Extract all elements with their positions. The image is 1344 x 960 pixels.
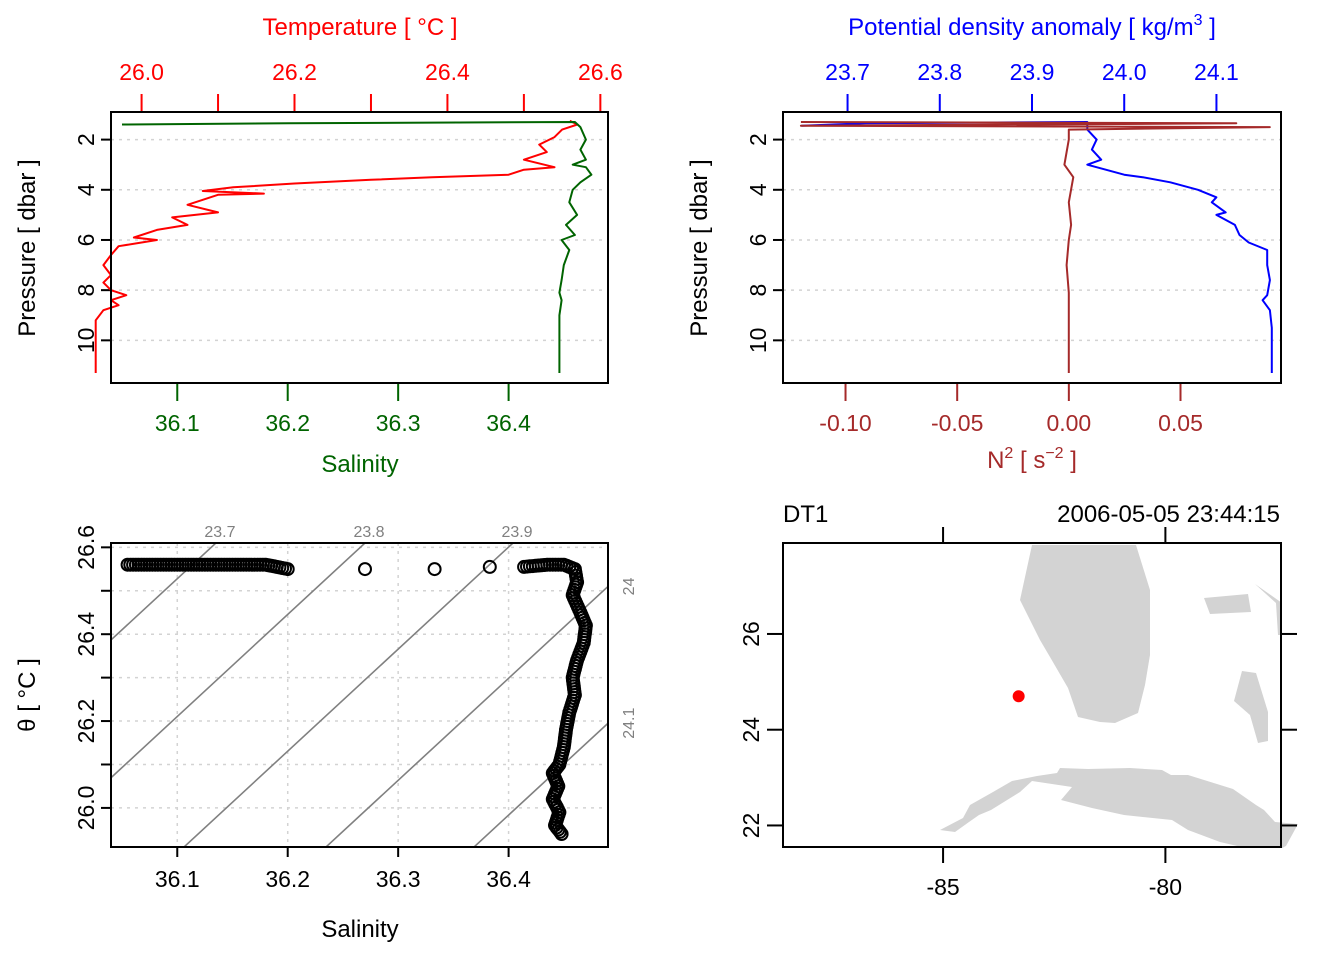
left-tick-label: 2: [73, 133, 99, 146]
x-tick-label: -85: [926, 874, 959, 900]
y-axis-title: θ [ °C ]: [14, 658, 41, 732]
bottom-tick-label: -0.10: [819, 410, 871, 436]
land-cuba: [940, 768, 1298, 848]
series-lines: [799, 121, 1273, 373]
plot-frame: [110, 111, 609, 384]
axis-ticks: 36.1 36.2 36.3 36.4 26.0 26.2 26.4 26.6: [73, 525, 531, 892]
isopycnal-label: 23.9: [501, 524, 532, 541]
left-tick-label: 6: [73, 234, 99, 247]
bottom-tick-label: 36.2: [265, 410, 310, 436]
bottom-tick-label: -0.05: [931, 410, 983, 436]
x-tick-label: 36.3: [376, 866, 421, 892]
x-tick-label: 36.4: [486, 866, 531, 892]
left-tick-label: 8: [745, 284, 771, 297]
series-line-n2: [799, 121, 1271, 373]
grid: [783, 138, 1281, 342]
isopycnal-line: [111, 543, 367, 779]
y-tick-label: 26.6: [73, 525, 99, 570]
ts-point: [427, 562, 442, 577]
axis-ticks: -85 -80 22 24 26: [738, 527, 1297, 900]
series-line-potential-density-anomaly: [801, 121, 1273, 373]
top-tick-label: 24.0: [1102, 59, 1147, 85]
series-line-temperature: [94, 119, 579, 373]
y-tick-label: 22: [738, 813, 764, 839]
bottom-tick-label: 36.4: [486, 410, 531, 436]
ts-point: [554, 827, 569, 841]
isopycnal-label: 24.1: [621, 708, 638, 739]
land-bahamas-east: [1255, 584, 1282, 635]
top-tick-label: 26.6: [578, 59, 623, 85]
axis-ticks: 2 4 6 8 10 26.0 26.2 26.4 26.6 36.1 36.2 36.3 36.4: [73, 59, 623, 436]
land-florida: [1020, 545, 1150, 723]
land-bahamas-north: [1204, 594, 1251, 614]
isopycnal-line: [182, 543, 515, 847]
station-time: 2006-05-05 23:44:15: [1057, 501, 1280, 528]
temperature-salinity-profile-panel: Temperature [ °C ] Salinity Pressure [ d…: [14, 14, 623, 478]
top-tick-label: 26.4: [425, 59, 470, 85]
plot-frame: [782, 111, 1282, 384]
x-axis-title: Salinity: [321, 916, 398, 943]
grid: [111, 138, 608, 342]
y-tick-label: 26.4: [73, 612, 99, 657]
top-axis-title: Temperature [ °C ]: [263, 14, 458, 41]
station-marker[interactable]: [1012, 690, 1025, 703]
top-tick-label: 23.8: [917, 59, 962, 85]
y-tick-label: 26: [738, 621, 764, 647]
isopycnal-line: [324, 585, 608, 847]
series-lines: [94, 119, 593, 373]
grid: [111, 543, 608, 847]
top-tick-label: 26.2: [272, 59, 317, 85]
y-tick-label: 26.0: [73, 786, 99, 831]
left-tick-label: 4: [73, 183, 99, 196]
left-tick-label: 6: [745, 234, 771, 247]
isopycnal-lines: 23.7 23.8 23.9 24 24.1: [111, 524, 638, 847]
x-tick-label: 36.1: [155, 866, 200, 892]
left-tick-label: 10: [745, 328, 771, 354]
left-axis-title: Pressure [ dbar ]: [14, 159, 41, 336]
map-frame: [782, 542, 1282, 848]
station-map-panel: DT1 2006-05-05 23:44:15 -85 -80 22 24 26: [738, 501, 1298, 900]
top-tick-label: 23.9: [1010, 59, 1055, 85]
isopycnal-label: 23.7: [204, 524, 235, 541]
top-axis-title: Potential density anomaly [ kg/m3 ]: [848, 12, 1216, 41]
bottom-tick-label: 0.05: [1158, 410, 1203, 436]
top-tick-label: 24.1: [1194, 59, 1239, 85]
isopycnal-label: 23.8: [353, 524, 384, 541]
ts-point: [280, 562, 295, 577]
y-tick-label: 26.2: [73, 699, 99, 744]
isopycnal-line: [472, 722, 608, 847]
left-tick-label: 10: [73, 328, 99, 354]
density-n2-profile-panel: Potential density anomaly [ kg/m3 ] N2 […: [686, 12, 1282, 474]
left-tick-label: 8: [73, 284, 99, 297]
ts-point: [358, 562, 372, 577]
ts-point: [482, 559, 497, 574]
plot-frame: [110, 542, 609, 848]
ts-diagram-panel: Salinity θ [ °C ] 23.7 23.8 23.9 24 24.1 36.…: [14, 524, 638, 943]
station-name: DT1: [783, 501, 828, 528]
x-tick-label: 36.2: [265, 866, 310, 892]
ts-points: [120, 557, 593, 841]
isopycnal-label: 24: [621, 577, 638, 595]
ts-point: [547, 764, 562, 778]
bottom-axis-title: Salinity: [321, 451, 398, 478]
left-axis-title: Pressure [ dbar ]: [686, 159, 713, 336]
axis-ticks: 2 4 6 8 10 23.7 23.8 23.9 24.0 24.1 -0.10 -0.05 0.00…: [745, 59, 1239, 436]
bottom-tick-label: 36.1: [155, 410, 200, 436]
top-tick-label: 23.7: [825, 59, 870, 85]
bottom-axis-title: N2 [ s−2 ]: [987, 445, 1077, 474]
ts-point: [553, 824, 567, 839]
left-tick-label: 4: [745, 183, 771, 196]
left-tick-label: 2: [745, 133, 771, 146]
series-line-salinity: [121, 121, 593, 373]
top-tick-label: 26.0: [119, 59, 164, 85]
coastline-land: [940, 545, 1298, 848]
land-andros: [1234, 671, 1268, 743]
bottom-tick-label: 36.3: [376, 410, 421, 436]
bottom-tick-label: 0.00: [1046, 410, 1091, 436]
y-tick-label: 24: [738, 717, 764, 743]
x-tick-label: -80: [1149, 874, 1182, 900]
